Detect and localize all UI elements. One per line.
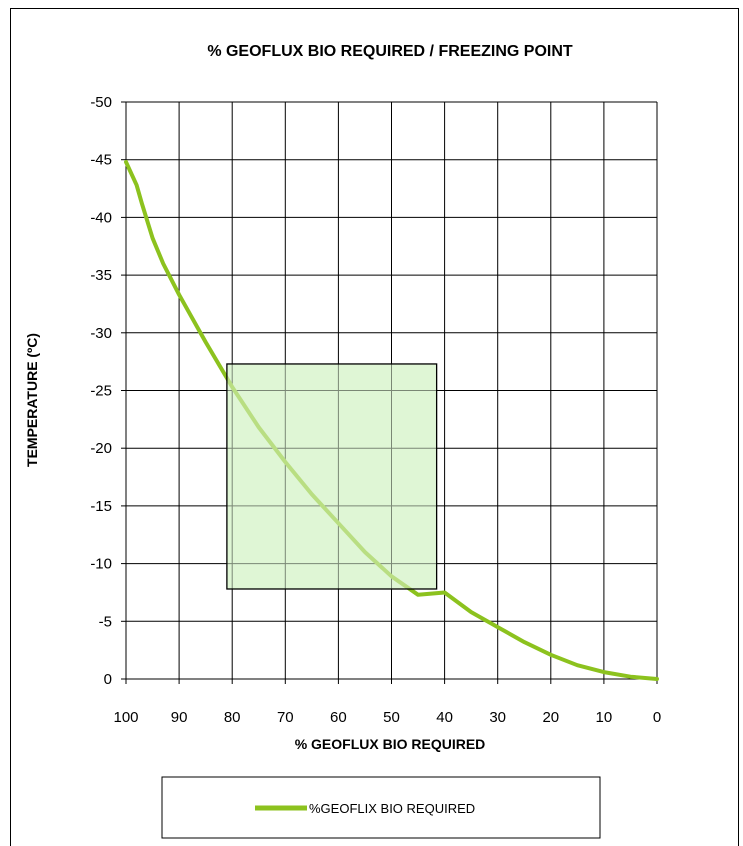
y-tick-label: -25	[90, 383, 112, 400]
y-tick-label: -20	[90, 440, 112, 457]
chart-frame	[10, 8, 739, 846]
legend-label: %GEOFLIX BIO REQUIRED	[309, 801, 475, 816]
x-tick-label: 20	[542, 709, 559, 726]
x-axis-label: % GEOFLUX BIO REQUIRED	[295, 736, 486, 752]
y-axis-label: TEMPERATURE (ºC)	[24, 333, 40, 467]
x-tick-labels: 100 90 80 70 60 50 40 30 20 10 0	[113, 709, 661, 726]
legend: %GEOFLIX BIO REQUIRED	[161, 776, 601, 839]
legend-box	[161, 776, 601, 839]
series-layer	[124, 160, 659, 681]
y-tick-label: -10	[90, 556, 112, 573]
x-tick-label: 0	[653, 709, 661, 726]
x-tick-label: 90	[171, 709, 188, 726]
x-tick-label: 40	[436, 709, 453, 726]
y-tick-label: -5	[99, 613, 112, 630]
y-tick-labels: 0 -5 -10 -15 -20 -25 -30 -35 -40 -45 -50	[90, 94, 112, 688]
y-tick-label: 0	[104, 671, 112, 688]
chart-title: % GEOFLUX BIO REQUIRED / FREEZING POINT	[207, 43, 573, 60]
y-tick-label: -30	[90, 325, 112, 342]
y-tick-label: -45	[90, 152, 112, 169]
y-tick-label: -40	[90, 209, 112, 226]
x-tick-label: 70	[277, 709, 294, 726]
y-tick-label: -50	[90, 94, 112, 111]
x-tick-label: 100	[113, 709, 138, 726]
y-tick-label: -15	[90, 498, 112, 515]
x-tick-label: 30	[489, 709, 506, 726]
y-tick-label: -35	[90, 267, 112, 284]
x-tick-label: 60	[330, 709, 347, 726]
x-tick-label: 10	[596, 709, 613, 726]
x-tick-label: 80	[224, 709, 241, 726]
x-tick-label: 50	[383, 709, 400, 726]
highlight-box	[226, 363, 438, 590]
